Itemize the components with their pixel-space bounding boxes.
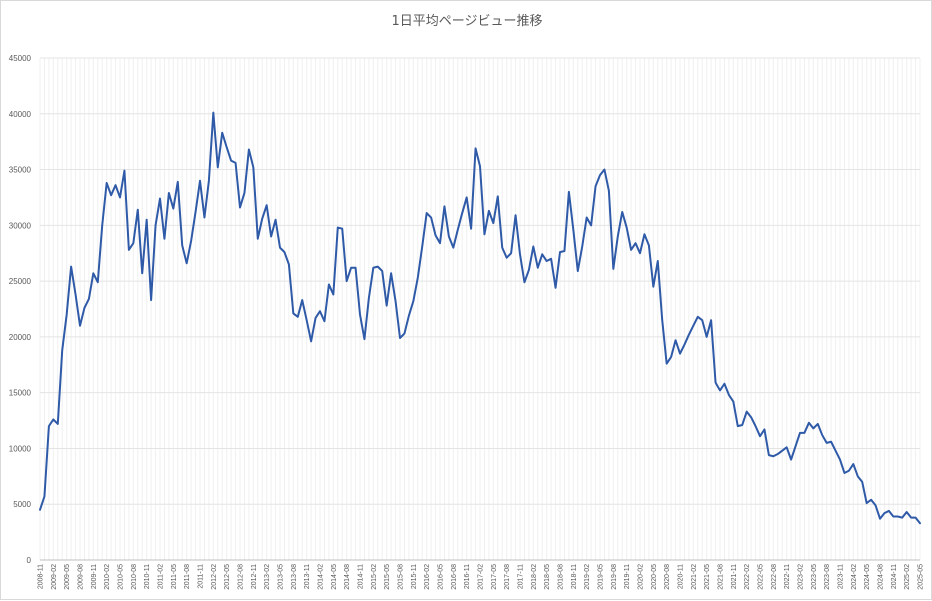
x-tick-label: 2017-08 (504, 564, 511, 590)
x-tick-label: 2021-05 (704, 564, 711, 590)
x-tick-label: 2009-05 (64, 564, 71, 590)
x-tick-label: 2010-11 (144, 564, 151, 589)
x-tick-label: 2020-11 (678, 564, 685, 589)
x-tick-label: 2012-05 (224, 564, 231, 590)
y-tick-label: 0 (27, 556, 32, 565)
x-tick-label: 2019-11 (624, 564, 631, 589)
x-tick-label: 2014-08 (344, 564, 351, 590)
x-tick-label: 2008-11 (38, 564, 45, 589)
gridlines (39, 57, 921, 560)
x-tick-label: 2017-02 (478, 564, 485, 590)
x-tick-label: 2013-05 (278, 564, 285, 590)
x-tick-label: 2013-08 (291, 564, 298, 590)
x-tick-label: 2023-05 (811, 564, 818, 590)
x-tick-label: 2019-08 (611, 564, 618, 590)
x-tick-label: 2010-02 (104, 564, 111, 590)
x-tick-label: 2023-11 (838, 564, 845, 589)
x-tick-label: 2016-11 (464, 564, 471, 589)
y-axis-ticks: 0 5000 10000 15000 20000 25000 30000 35000 40000… (9, 54, 32, 565)
x-tick-label: 2018-11 (571, 564, 578, 589)
x-tick-label: 2018-02 (531, 564, 538, 590)
x-tick-label: 2018-05 (544, 564, 551, 590)
x-tick-label: 2014-02 (318, 564, 325, 590)
x-tick-label: 2021-08 (718, 564, 725, 590)
x-tick-label: 2021-11 (731, 564, 738, 589)
x-tick-label: 2019-05 (598, 564, 605, 590)
y-tick-label: 40000 (9, 110, 32, 119)
x-axis-ticks: 2008-11 2009-02 2009-05 2009-08 2009-11 2010-… (38, 564, 925, 590)
x-tick-label: 2011-08 (184, 564, 191, 589)
x-tick-label: 2019-02 (584, 564, 591, 590)
x-tick-label: 2024-11 (891, 564, 898, 589)
x-tick-label: 2010-08 (131, 564, 138, 590)
x-tick-label: 2020-05 (651, 564, 658, 590)
y-tick-label: 20000 (9, 333, 32, 342)
x-tick-label: 2009-02 (51, 564, 58, 590)
x-tick-label: 2018-08 (558, 564, 565, 590)
x-tick-label: 2023-08 (824, 564, 831, 590)
y-tick-label: 25000 (9, 277, 32, 286)
x-tick-label: 2024-05 (864, 564, 871, 590)
x-tick-label: 2015-08 (398, 564, 405, 590)
y-tick-label: 15000 (9, 389, 32, 398)
x-tick-label: 2023-02 (798, 564, 805, 590)
x-tick-label: 2022-11 (784, 564, 791, 589)
x-tick-label: 2011-05 (171, 564, 178, 589)
x-tick-label: 2022-05 (758, 564, 765, 590)
x-tick-label: 2017-11 (518, 564, 525, 589)
x-tick-label: 2022-02 (744, 564, 751, 590)
x-tick-label: 2025-05 (918, 564, 925, 590)
x-tick-label: 2009-08 (78, 564, 85, 590)
x-tick-label: 2010-05 (118, 564, 125, 590)
x-tick-label: 2024-02 (851, 564, 858, 590)
x-tick-label: 2020-08 (664, 564, 671, 590)
x-tick-label: 2020-02 (638, 564, 645, 590)
y-tick-label: 30000 (9, 221, 32, 230)
x-tick-label: 2012-08 (238, 564, 245, 590)
x-tick-label: 2015-05 (384, 564, 391, 590)
x-tick-label: 2011-11 (198, 564, 205, 589)
x-tick-label: 2014-11 (358, 564, 365, 589)
x-tick-label: 2024-08 (878, 564, 885, 590)
series-line (39, 111, 921, 525)
x-tick-label: 2022-08 (771, 564, 778, 590)
y-tick-label: 10000 (9, 444, 32, 453)
x-tick-label: 2016-02 (424, 564, 431, 590)
x-tick-label: 2015-02 (371, 564, 378, 590)
x-tick-label: 2016-05 (438, 564, 445, 590)
series-layer (39, 111, 921, 525)
y-tick-label: 35000 (9, 166, 32, 175)
chart-title: 1日平均ページビュー推移 (391, 14, 542, 29)
x-tick-label: 2011-02 (158, 564, 165, 589)
x-tick-label: 2014-05 (331, 564, 338, 590)
x-tick-label: 2015-11 (411, 564, 418, 589)
x-tick-label: 2012-11 (251, 564, 258, 589)
x-tick-label: 2016-08 (451, 564, 458, 590)
x-tick-label: 2012-02 (211, 564, 218, 590)
x-tick-label: 2013-11 (304, 564, 311, 589)
y-tick-label: 45000 (9, 54, 32, 63)
x-tick-label: 2013-02 (264, 564, 271, 590)
y-tick-label: 5000 (13, 500, 31, 509)
x-tick-label: 2009-11 (91, 564, 98, 589)
x-tick-label: 2025-02 (904, 564, 911, 590)
x-tick-label: 2017-05 (491, 564, 498, 590)
x-tick-label: 2021-02 (691, 564, 698, 590)
